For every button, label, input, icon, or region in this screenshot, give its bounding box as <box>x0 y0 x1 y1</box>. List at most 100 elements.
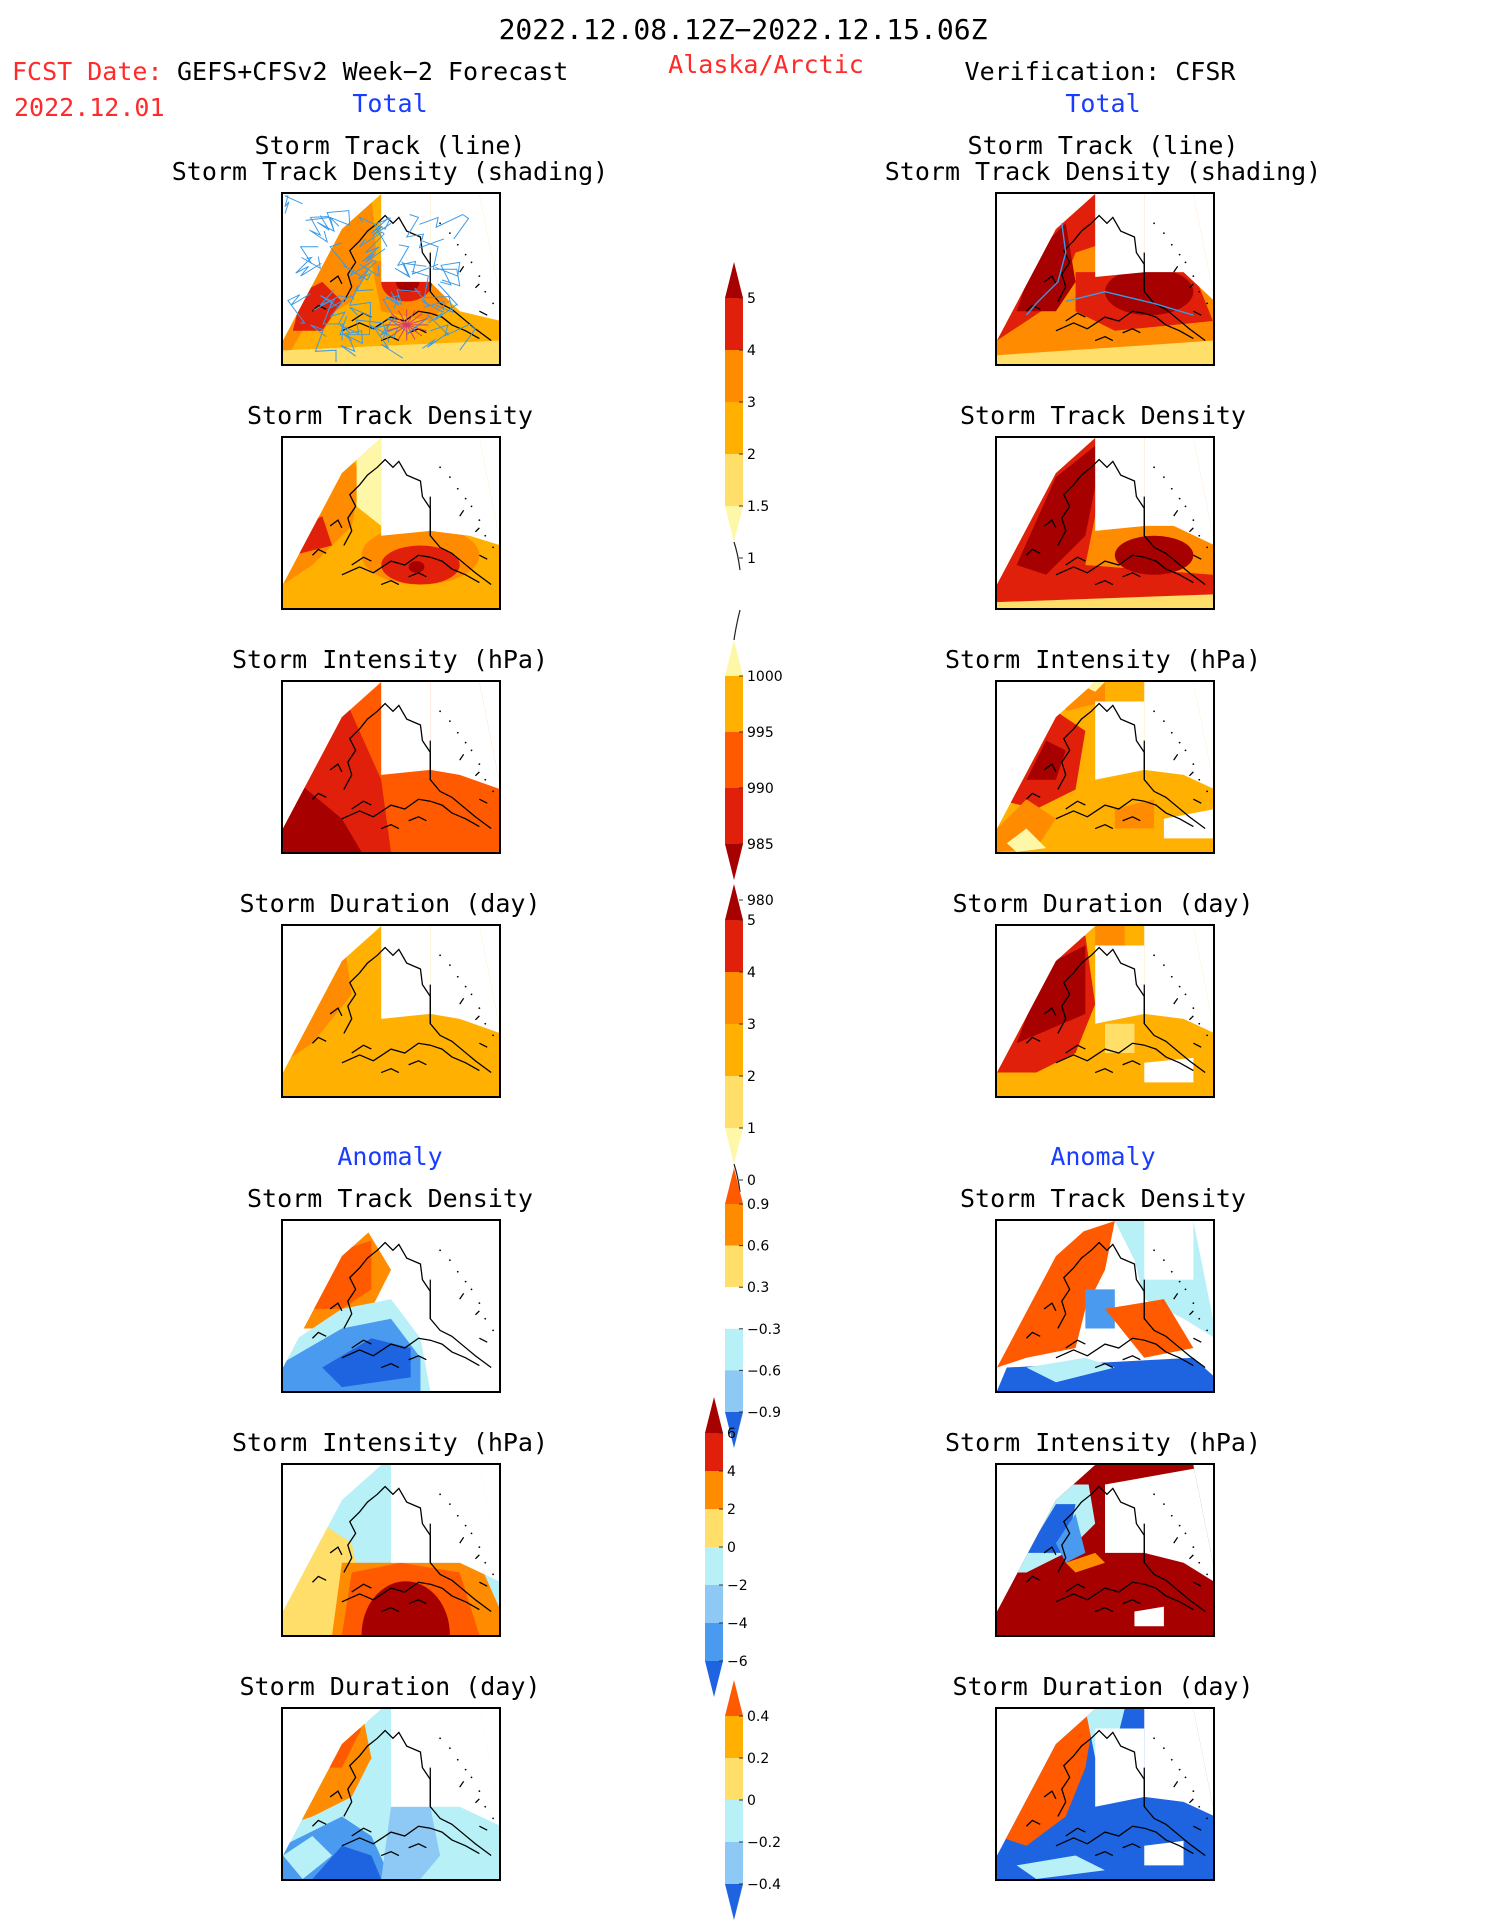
storm-track <box>430 323 477 351</box>
colorbar-segment <box>725 402 743 454</box>
coastline <box>341 1042 480 1072</box>
colorbar-segment <box>725 1076 743 1128</box>
map-anom-intensity-forecast <box>281 1463 501 1637</box>
island-dot <box>456 243 459 246</box>
colorbar-tick-label: 2 <box>727 1502 736 1518</box>
colorbar-tick-label: 6 <box>727 1426 736 1442</box>
island-dot <box>478 1790 481 1792</box>
colorbar-segment <box>725 1800 743 1842</box>
coastline <box>1055 1042 1194 1072</box>
colorbar-tick-label: 995 <box>747 725 774 741</box>
colorbar-top-tip <box>725 884 743 920</box>
coastline <box>312 792 327 800</box>
shading-region <box>997 1709 1096 1846</box>
island-dot <box>456 1270 459 1273</box>
island-dot <box>1170 731 1173 734</box>
shading-region <box>1016 1855 1105 1879</box>
map-density-forecast <box>281 436 501 610</box>
coastline <box>1193 554 1202 560</box>
coastline <box>1094 823 1114 830</box>
colorbar-segment <box>725 454 743 506</box>
island-dot <box>1192 763 1195 765</box>
colorbar-tick-label: 4 <box>747 965 756 981</box>
storm-track <box>406 310 416 326</box>
storm-track <box>329 242 372 281</box>
title-anom-density-left: Storm Track Density <box>247 1184 533 1213</box>
storm-track <box>1025 223 1194 316</box>
coastline <box>474 1798 480 1804</box>
map-shading <box>997 1709 1213 1879</box>
colorbar-bottom-tip <box>725 1128 743 1164</box>
coastline <box>1122 1599 1141 1605</box>
storm-track <box>385 289 421 306</box>
island-dot <box>1163 1259 1165 1261</box>
coastline <box>1122 1355 1141 1361</box>
storm-track <box>320 295 344 341</box>
colorbar-segment <box>725 732 743 788</box>
coastline <box>1122 816 1141 822</box>
shading-region <box>408 561 425 573</box>
colorbar-segment <box>725 972 743 1024</box>
title-anom-intensity-left: Storm Intensity (hPa) <box>231 1428 549 1457</box>
title-track-density-shading-left: Storm Track Density (shading) <box>171 157 609 186</box>
storm-track <box>391 324 407 337</box>
shading-region <box>1006 828 1047 852</box>
island-dot <box>492 546 494 549</box>
coastline <box>343 1241 492 1369</box>
coastline <box>459 509 465 517</box>
coastline <box>1094 335 1114 342</box>
colorbar-segment <box>725 676 743 732</box>
island-dot <box>478 1007 481 1009</box>
island-dot <box>1198 1561 1201 1564</box>
coastline <box>329 519 343 529</box>
colorbar-anom-duration: 0.4 0.2 0 −0.2 −0.4 <box>715 1680 805 1920</box>
island-dot <box>1178 985 1181 988</box>
map-shading <box>283 926 499 1096</box>
coastline <box>351 1339 372 1349</box>
storm-track <box>398 324 408 340</box>
island-dot <box>1178 1280 1181 1283</box>
coastline <box>474 771 480 777</box>
shading-region <box>1144 1221 1194 1280</box>
island-dot <box>1206 1329 1208 1332</box>
shading-region <box>322 1338 411 1388</box>
coastline <box>343 458 492 586</box>
shading-region <box>391 779 499 852</box>
coastline <box>1057 702 1206 830</box>
colorbar-tick-label: 1 <box>747 551 756 567</box>
coastline <box>380 579 400 586</box>
map-intensity-forecast <box>281 680 501 854</box>
coastline <box>341 1825 480 1855</box>
coastline <box>1188 1310 1194 1316</box>
shading-region <box>1016 223 1076 312</box>
coastline <box>1026 548 1041 556</box>
storm-track <box>406 318 427 326</box>
colorbar-svg: 6 4 2 0 −2 −4 −6 <box>705 1397 748 1697</box>
shading-region <box>1055 1465 1115 1485</box>
coastline <box>1173 753 1179 761</box>
colorbar-segment <box>725 1842 743 1884</box>
coastline <box>351 1044 372 1054</box>
island-dot <box>1178 1768 1181 1771</box>
shading-region <box>381 438 499 546</box>
island-dot <box>492 1573 494 1576</box>
coastline <box>459 1292 465 1300</box>
shading-region <box>1134 1606 1164 1627</box>
storm-track <box>398 310 408 326</box>
colorbar-segment <box>725 298 743 350</box>
map-shading <box>997 682 1213 852</box>
colorbar-tick-label: 980 <box>747 893 774 909</box>
coastline <box>380 1362 400 1369</box>
coastline <box>1193 1825 1202 1831</box>
island-dot <box>1198 778 1201 781</box>
island-dot <box>449 720 451 722</box>
island-dot <box>464 1280 467 1283</box>
storm-track <box>359 231 385 254</box>
island-dot <box>1192 519 1195 521</box>
region-label: Alaska/Arctic <box>668 50 864 79</box>
colorbar-segment <box>725 1287 743 1329</box>
storm-track <box>405 214 445 249</box>
title-track-line-left: Storm Track (line) <box>254 131 526 160</box>
colorbar-svg: 0.4 0.2 0 −0.2 −0.4 <box>725 1680 781 1920</box>
colorbar-segment <box>725 1370 743 1412</box>
